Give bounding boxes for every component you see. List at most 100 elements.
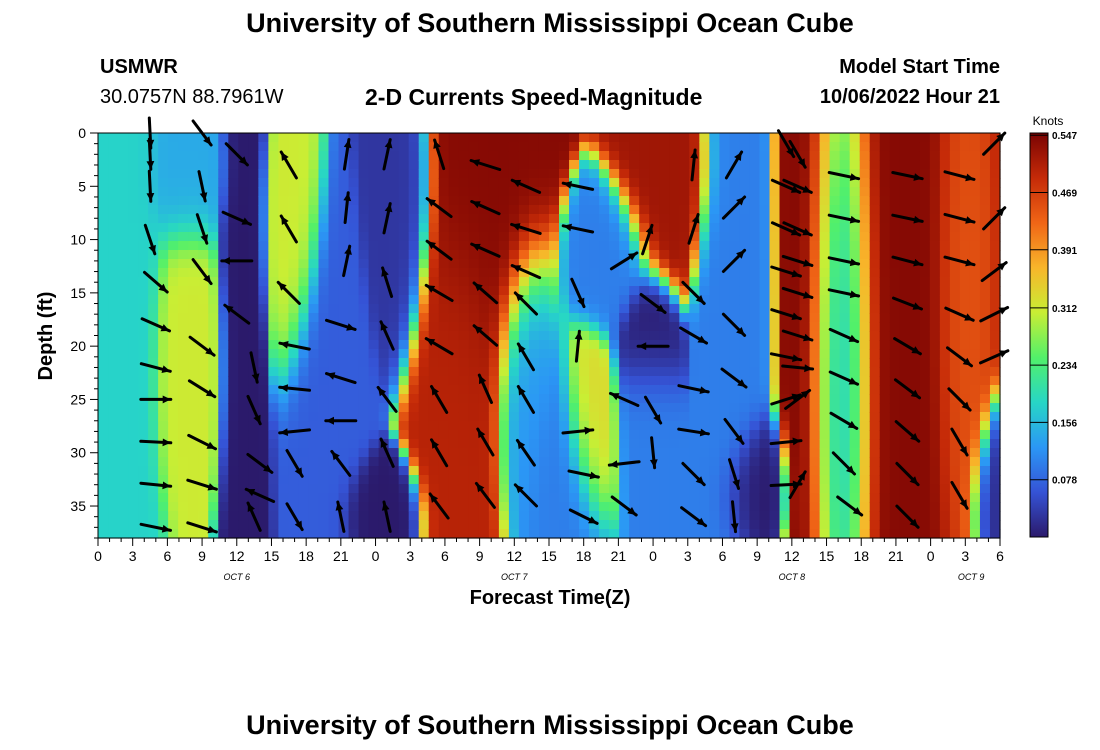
heatmap-cell [599, 250, 610, 260]
heatmap-cell [599, 475, 610, 485]
heatmap-cell [368, 349, 380, 359]
heatmap-cell [428, 358, 440, 368]
heatmap-cell [679, 313, 690, 323]
heatmap-cell [669, 349, 680, 359]
heatmap-cell [649, 511, 660, 521]
heatmap-cell [659, 475, 670, 485]
heatmap-cell [198, 133, 209, 143]
heatmap-cell [268, 394, 279, 404]
heatmap-cell [549, 142, 560, 152]
heatmap-cell [418, 178, 430, 188]
heatmap-cell [629, 466, 640, 476]
heatmap-cell [278, 295, 290, 305]
heatmap-cell [979, 520, 991, 530]
heatmap-cell [518, 169, 530, 179]
heatmap-cell [929, 304, 941, 314]
heatmap-cell [549, 214, 560, 224]
heatmap-cell [679, 295, 690, 305]
heatmap-cell [408, 259, 420, 269]
heatmap-cell [168, 214, 179, 224]
colorbar-tick-label: 0.391 [1052, 246, 1077, 257]
heatmap-cell [318, 457, 330, 467]
heatmap-cell [749, 484, 761, 494]
heatmap-cell [729, 142, 741, 152]
heatmap-cell [869, 277, 881, 287]
heatmap-cell [348, 304, 360, 314]
heatmap-cell [328, 268, 340, 278]
heatmap-cell [448, 466, 460, 476]
heatmap-cell [448, 484, 460, 494]
heatmap-cell [408, 214, 420, 224]
heatmap-cell [478, 403, 490, 413]
heatmap-cell [559, 439, 570, 449]
heatmap-cell [528, 142, 540, 152]
heatmap-cell [498, 142, 510, 152]
heatmap-cell [659, 178, 670, 188]
heatmap-cell [859, 196, 871, 206]
heatmap-cell [458, 376, 470, 386]
heatmap-cell [859, 205, 871, 215]
heatmap-cell [739, 187, 751, 197]
heatmap-cell [528, 304, 540, 314]
heatmap-cell [328, 340, 340, 350]
heatmap-cell [669, 223, 680, 233]
heatmap-cell [559, 475, 570, 485]
heatmap-cell [508, 376, 520, 386]
heatmap-cell [599, 457, 610, 467]
heatmap-cell [739, 151, 751, 161]
heatmap-cell [158, 259, 169, 269]
heatmap-cell [549, 277, 560, 287]
heatmap-cell [98, 169, 109, 179]
heatmap-cell [238, 430, 249, 440]
current-arrow [568, 508, 599, 525]
heatmap-cell [98, 142, 109, 152]
heatmap-cell [649, 277, 660, 287]
heatmap-cell [559, 376, 570, 386]
heatmap-cell [989, 133, 1001, 143]
heatmap-cell [679, 223, 690, 233]
heatmap-cell [288, 529, 300, 539]
heatmap-cell [398, 385, 410, 395]
heatmap-cell [238, 385, 249, 395]
heatmap-cell [238, 520, 249, 530]
heatmap-cell [579, 331, 590, 341]
heatmap-cell [589, 376, 600, 386]
heatmap-cell [739, 322, 751, 332]
heatmap-cell [358, 214, 370, 224]
heatmap-cell [949, 466, 961, 476]
heatmap-cell [979, 250, 991, 260]
heatmap-cell [128, 439, 139, 449]
heatmap-cell [528, 223, 540, 233]
heatmap-cell [108, 385, 119, 395]
heatmap-cell [599, 277, 610, 287]
heatmap-cell [228, 232, 239, 242]
heatmap-cell [438, 313, 450, 323]
heatmap-cell [298, 313, 310, 323]
heatmap-cell [729, 529, 741, 539]
heatmap-cell [208, 250, 219, 260]
heatmap-cell [739, 133, 751, 143]
heatmap-cell [939, 250, 951, 260]
heatmap-cell [879, 484, 891, 494]
heatmap-cell [589, 169, 600, 179]
heatmap-cell [338, 196, 350, 206]
heatmap-cell [569, 358, 580, 368]
current-arrow [278, 341, 311, 351]
heatmap-cell [859, 520, 871, 530]
heatmap-cell [819, 142, 831, 152]
heatmap-cell [258, 439, 269, 449]
heatmap-cell [659, 457, 670, 467]
heatmap-cell [228, 385, 239, 395]
heatmap-cell [639, 403, 650, 413]
heatmap-cell [649, 349, 660, 359]
heatmap-cell [619, 241, 630, 251]
current-arrow [424, 283, 454, 302]
heatmap-cell [438, 439, 450, 449]
heatmap-cell [709, 151, 720, 161]
heatmap-cell [629, 385, 640, 395]
heatmap-cell [168, 475, 179, 485]
heatmap-cell [799, 250, 811, 260]
heatmap-cell [448, 313, 460, 323]
heatmap-cell [749, 439, 761, 449]
heatmap-cell [418, 277, 430, 287]
